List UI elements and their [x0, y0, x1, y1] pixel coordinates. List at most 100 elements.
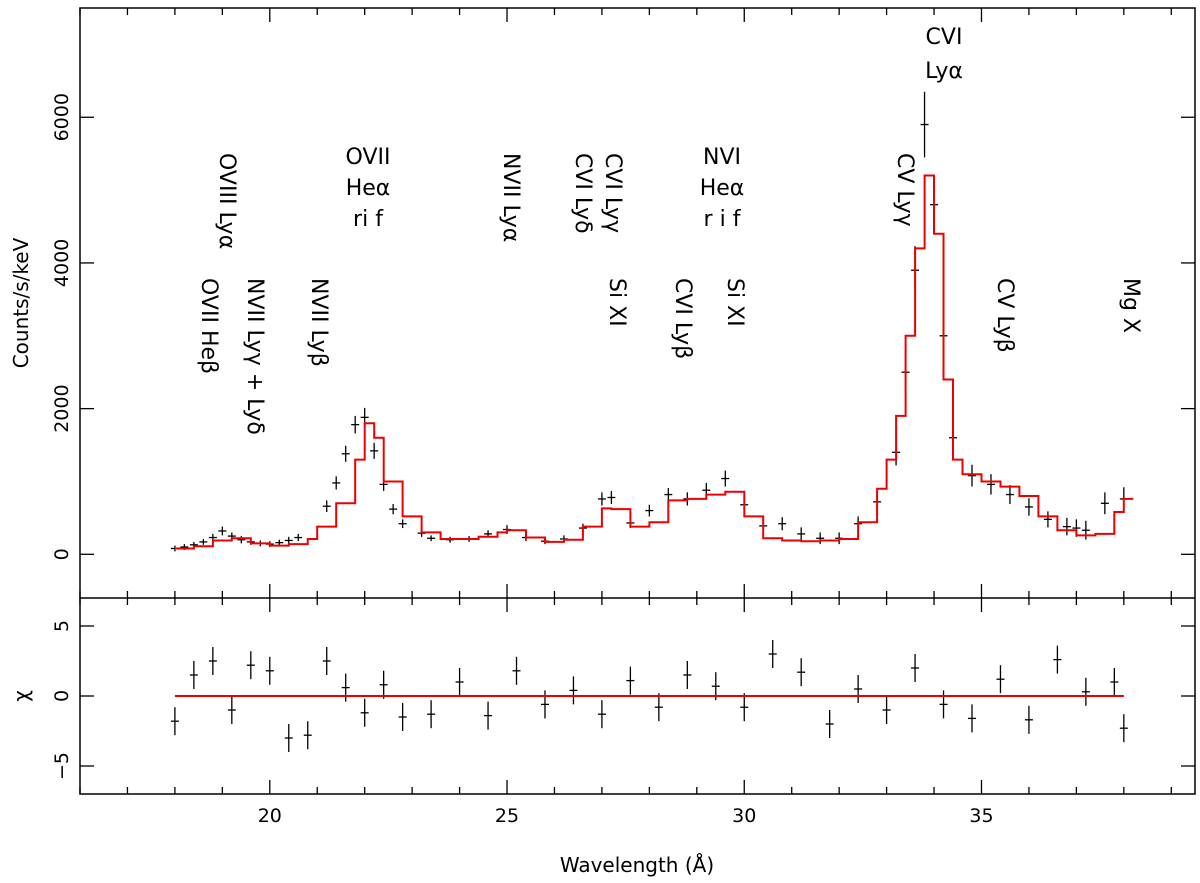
data-point	[768, 640, 777, 668]
data-point	[170, 707, 179, 736]
data-point	[227, 696, 236, 724]
data-point	[427, 700, 436, 729]
plot-frame	[79, 7, 1196, 795]
annotation-label: ri f	[353, 207, 384, 232]
annotation-label: Mg X	[1118, 278, 1143, 333]
annotation-label: Si XI	[722, 278, 747, 327]
x-axis: 20 25 30 35	[79, 8, 1172, 827]
data-point	[455, 668, 464, 696]
annotation-label: Si XI	[604, 278, 629, 327]
data-point	[1053, 645, 1062, 674]
upper-y-tick-label: 6000	[51, 93, 73, 141]
annotation-label: OVIII Lyα	[214, 153, 239, 249]
annotation-label: OVII	[346, 145, 391, 170]
data-point	[379, 670, 388, 699]
data-point	[332, 476, 341, 490]
data-point	[854, 675, 863, 703]
data-point	[920, 91, 929, 158]
data-point	[1062, 517, 1071, 536]
annotation-label: NVI	[703, 145, 741, 170]
data-point	[218, 526, 227, 536]
annotation-label: NVII Lyβ	[306, 278, 331, 367]
data-point	[607, 490, 616, 505]
data-point	[484, 701, 493, 730]
data-point	[968, 464, 976, 487]
line-annotations: OVIII Lyα OVII Heβ NVII Lyγ + Lyδ NVII L…	[196, 25, 1143, 435]
annotation-label: CVI Lyγ	[600, 153, 625, 233]
data-point	[208, 647, 217, 675]
data-point	[303, 721, 312, 750]
data-point	[246, 651, 255, 680]
data-point	[1100, 492, 1109, 515]
data-point	[797, 527, 806, 541]
data-point	[1110, 668, 1119, 696]
data-point	[645, 504, 654, 517]
data-point	[1043, 511, 1052, 528]
data-point	[512, 656, 521, 685]
data-point	[189, 661, 198, 689]
data-point	[882, 696, 891, 724]
data-point	[275, 539, 284, 546]
data-point	[398, 519, 407, 529]
data-point	[427, 535, 436, 542]
data-point	[569, 676, 578, 705]
data-point	[816, 532, 825, 545]
x-tick-label: 35	[969, 805, 993, 827]
data-point	[778, 517, 787, 531]
data-point	[322, 647, 331, 675]
data-point	[1119, 714, 1128, 743]
data-point	[1081, 677, 1090, 706]
data-point	[721, 470, 730, 487]
upper-y-tick-label: 4000	[51, 239, 73, 287]
x-tick-label: 25	[495, 805, 519, 827]
data-point	[322, 500, 331, 513]
x-tick-label: 30	[732, 805, 756, 827]
data-point	[1005, 485, 1014, 505]
residual-panel: −5 0 5	[51, 620, 1195, 780]
annotation-label: CVI Lyδ	[570, 153, 595, 234]
annotation-label: OVII Heβ	[196, 278, 221, 374]
x-axis-title: Wavelength (Å)	[560, 853, 714, 877]
data-point	[199, 539, 208, 545]
annotation-label: CV Lyγ	[892, 153, 917, 227]
data-point	[683, 661, 692, 689]
data-point	[389, 504, 398, 515]
data-point	[664, 488, 673, 502]
data-point	[654, 693, 663, 722]
data-point	[398, 703, 407, 731]
data-point	[1081, 520, 1090, 540]
data-point	[360, 698, 369, 727]
data-point	[540, 690, 549, 719]
lower-y-tick-label: 5	[51, 620, 73, 632]
data-point	[351, 415, 360, 434]
data-point	[284, 536, 293, 545]
annotation-label: CV Lyβ	[992, 278, 1017, 353]
y-axis-title-lower: χ	[9, 690, 33, 702]
data-point	[284, 724, 293, 752]
data-point	[597, 700, 606, 729]
y-axis-title-upper: Counts/s/keV	[9, 237, 33, 368]
annotation-label: Lyα	[925, 59, 963, 84]
data-point	[597, 492, 606, 506]
annotation-label: Heα	[700, 176, 745, 201]
data-point	[626, 666, 635, 695]
spectrum-panel: 0 2000 4000 6000	[51, 91, 1195, 560]
annotation-label: Heα	[346, 176, 391, 201]
data-point	[237, 536, 246, 544]
data-point	[265, 656, 274, 685]
data-point	[797, 658, 806, 687]
annotation-label: CVI	[926, 25, 963, 50]
data-point	[370, 442, 379, 459]
data-point	[740, 693, 749, 722]
data-point	[294, 533, 303, 542]
upper-y-tick-label: 0	[51, 548, 73, 560]
lower-y-tick-label: 0	[51, 690, 73, 702]
data-point	[986, 474, 995, 495]
data-point	[968, 704, 976, 733]
annotation-label: NVII Lyα	[498, 153, 523, 242]
data-point	[341, 673, 350, 702]
annotation-label: r i f	[704, 207, 742, 232]
x-tick-label: 20	[258, 805, 282, 827]
data-point	[1024, 705, 1033, 734]
